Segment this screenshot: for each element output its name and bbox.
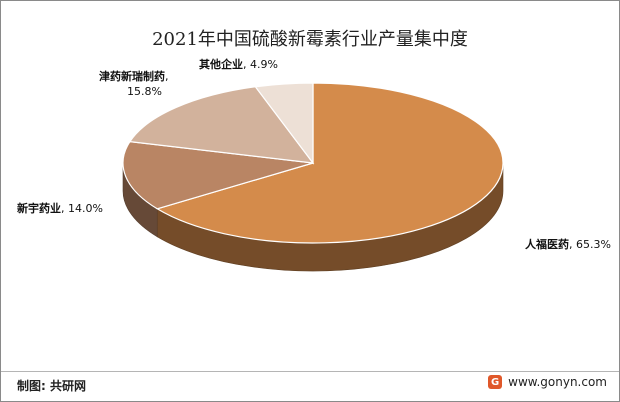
footer-divider [1,371,619,372]
site-url: www.gonyn.com [508,375,607,389]
slice-label-xinyu: 新宇药业, 14.0% [17,202,103,215]
slice-label-jinyao: 津药新瑞制药, 15.8% [99,70,169,98]
pie-top-faces [122,82,504,244]
chart-title: 2021年中国硫酸新霉素行业产量集中度 [152,29,468,50]
site-credit: G www.gonyn.com [488,375,607,389]
pie-slice-2 [128,86,315,164]
slice-label-renfu: 人福医药, 65.3% [525,238,611,251]
gonyn-logo-icon: G [488,375,503,389]
pie-slice-3 [254,82,314,165]
pie-slice-0 [155,82,504,244]
source-credit: 制图: 共研网 [17,379,86,393]
pie-slice-1 [122,141,314,210]
slice-label-other: 其他企业, 4.9% [199,58,278,71]
